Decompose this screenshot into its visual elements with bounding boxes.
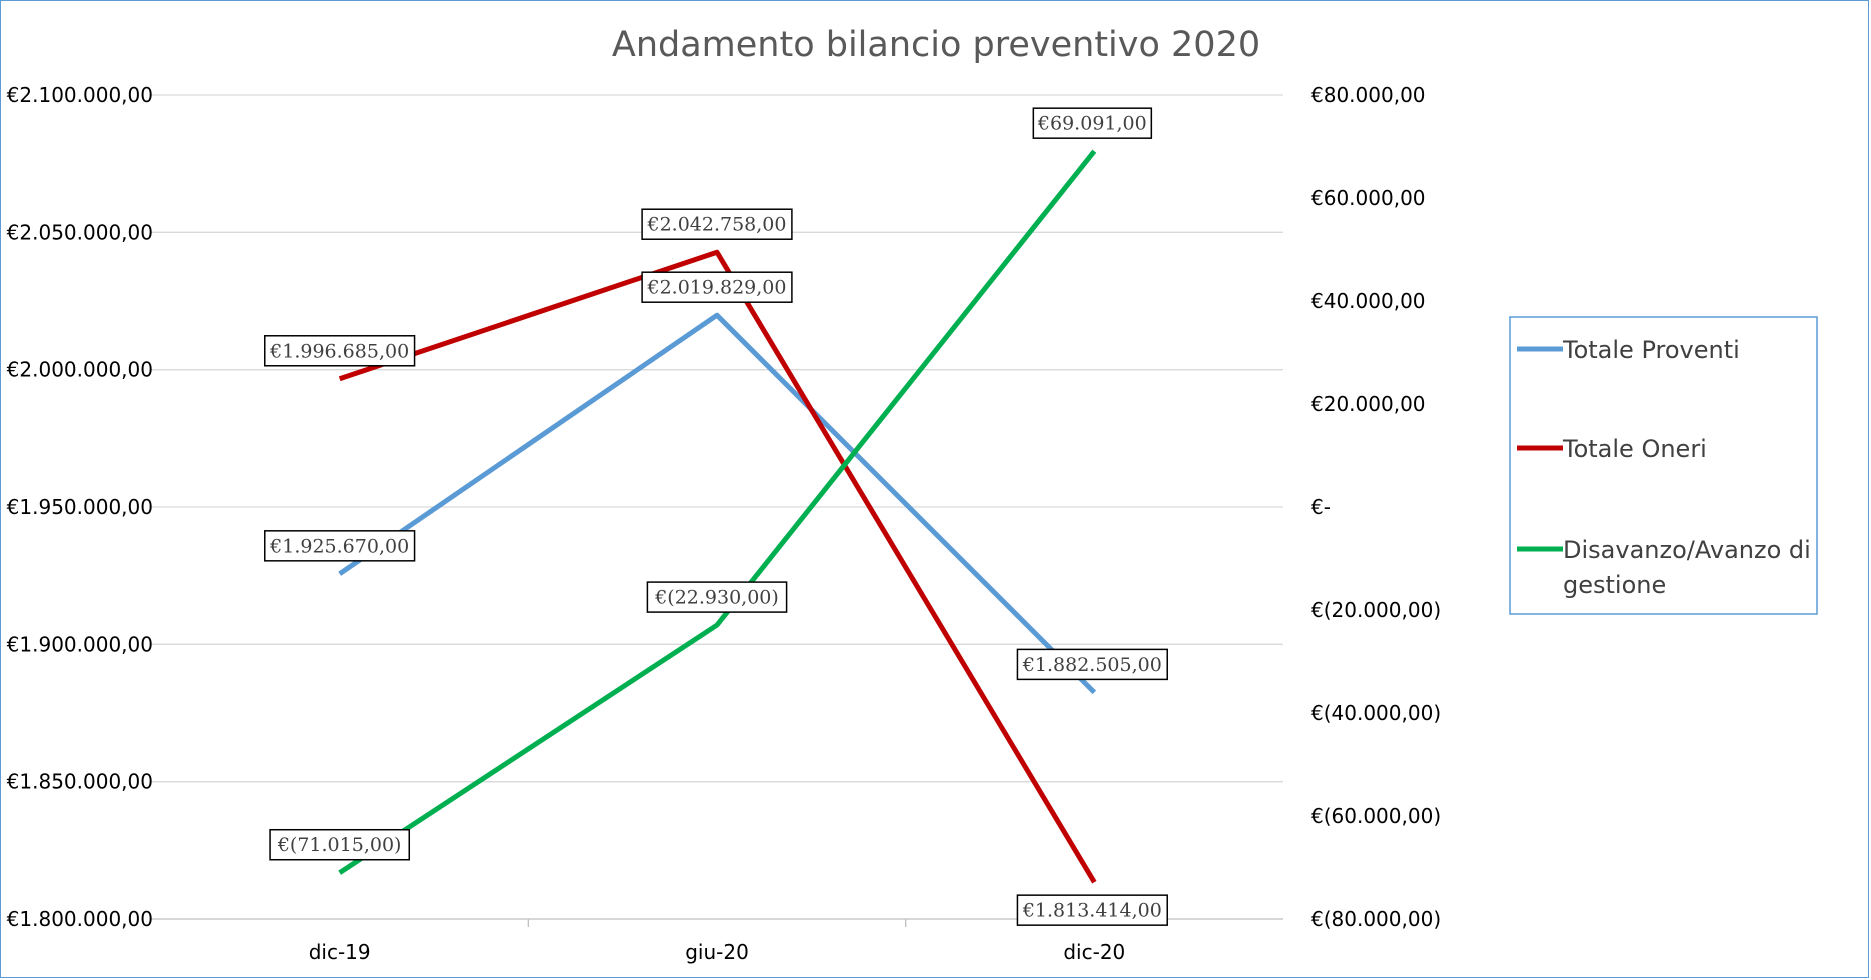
data-label-box	[1016, 648, 1168, 681]
chart-title: Andamento bilancio preventivo 2020	[612, 25, 1260, 65]
legend-label: Totale Oneri	[1562, 435, 1707, 463]
secondary-y-axis-tick-label: €40.000,00	[1311, 289, 1426, 313]
y-axis-tick-label: €2.100.000,00	[7, 83, 153, 107]
secondary-y-axis-tick-label: €(20.000,00)	[1311, 598, 1441, 622]
y-axis-tick-label: €2.000.000,00	[7, 358, 153, 382]
data-label: €(71.015,00)	[269, 828, 411, 861]
data-label-text: €(22.930,00)	[654, 587, 779, 609]
y-axis-tick-label: €2.050.000,00	[7, 220, 153, 244]
legend: Totale Proventi Totale Oneri Disavanzo/Ava…	[1509, 316, 1818, 615]
data-label-text: €1.925.670,00	[269, 535, 409, 557]
data-label: €1.996.685,00	[264, 335, 416, 367]
data-label: €1.925.670,00	[264, 530, 416, 562]
legend-label: gestione	[1563, 571, 1666, 599]
data-label-text: €2.019.829,00	[646, 277, 786, 299]
data-label: €69.091,00	[1032, 107, 1153, 139]
data-label: €2.042.758,00	[641, 208, 793, 240]
data-label-box	[646, 581, 788, 613]
data-label-box	[264, 335, 416, 367]
data-label-box	[1016, 894, 1168, 926]
data-label: €(22.930,00)	[646, 581, 788, 613]
series-line	[338, 249, 1097, 884]
data-label-box	[1032, 107, 1153, 139]
axes: €1.800.000,00 €1.850.000,00 €1.900.000,00 €…	[7, 83, 1441, 964]
secondary-y-axis-tick-label: €(40.000,00)	[1311, 701, 1441, 725]
secondary-y-axis-tick-label: €(60.000,00)	[1311, 804, 1441, 828]
data-label-text: €1.882.505,00	[1022, 654, 1162, 676]
data-label-text: €2.042.758,00	[646, 214, 786, 236]
data-labels: €1.925.670,00 €2.019.829,00 €1.882.505,00 €…	[264, 107, 1168, 926]
data-label: €1.813.414,00	[1016, 894, 1168, 926]
legend-label: Totale Proventi	[1562, 336, 1740, 364]
data-label-box	[269, 828, 411, 861]
secondary-y-axis-tick-label: €20.000,00	[1311, 392, 1426, 416]
series-line	[338, 149, 1097, 875]
data-label-box	[641, 208, 793, 240]
secondary-y-axis-tick-label: €80.000,00	[1311, 83, 1426, 107]
data-label-text: €(71.015,00)	[277, 834, 402, 856]
data-label-box	[264, 530, 416, 562]
series-line	[338, 312, 1097, 695]
y-axis-tick-label: €1.800.000,00	[7, 907, 153, 931]
data-label: €1.882.505,00	[1016, 648, 1168, 681]
data-label-box	[641, 271, 793, 303]
legend-box	[1509, 316, 1818, 615]
x-axis-tick-label: giu-20	[685, 940, 749, 964]
y-axis-tick-label: €1.900.000,00	[7, 632, 153, 656]
secondary-y-axis-tick-label: €(80.000,00)	[1311, 907, 1441, 931]
y-axis-tick-label: €1.850.000,00	[7, 770, 153, 794]
data-label-text: €69.091,00	[1037, 113, 1147, 135]
data-label-text: €1.996.685,00	[269, 340, 409, 362]
secondary-y-axis-tick-label: €-	[1311, 495, 1331, 519]
y-axis-tick-label: €1.950.000,00	[7, 495, 153, 519]
x-axis-tick-label: dic-19	[309, 940, 371, 964]
secondary-y-axis-tick-label: €60.000,00	[1311, 186, 1426, 210]
data-label-text: €1.813.414,00	[1022, 900, 1162, 922]
data-label: €2.019.829,00	[641, 271, 793, 303]
series-lines	[338, 149, 1097, 884]
x-axis-tick-label: dic-20	[1063, 940, 1125, 964]
legend-label: Disavanzo/Avanzo di	[1563, 536, 1811, 564]
